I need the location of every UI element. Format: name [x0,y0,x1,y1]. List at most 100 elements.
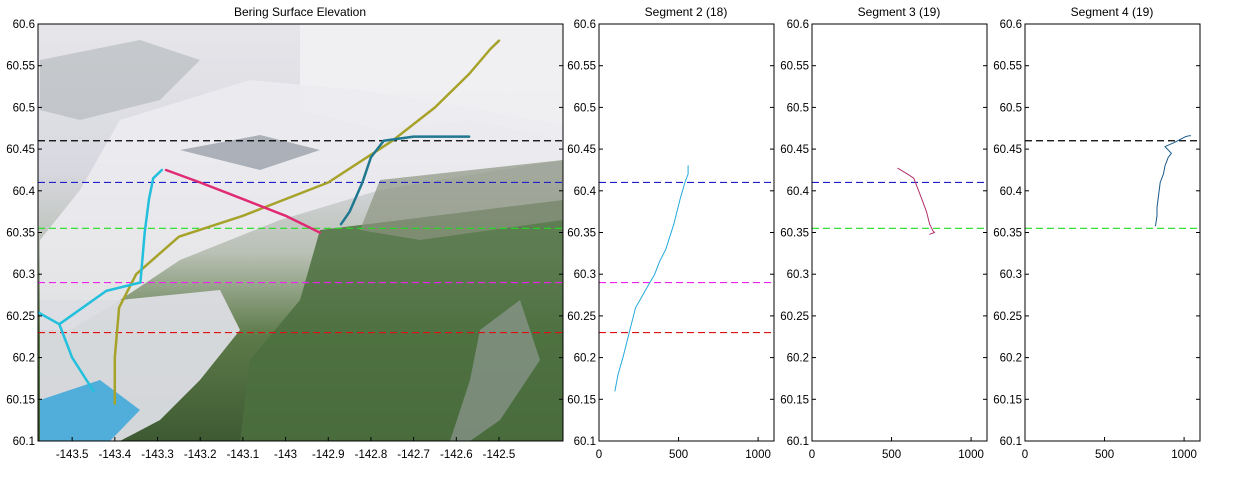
y-tick-label: 60.3 [1000,269,1022,281]
x-tick-label: -142.5 [483,449,516,461]
y-tick-label: 60.55 [6,61,35,73]
map-panel: Bering Surface Elevation 60.160.1560.260… [6,5,564,461]
x-tick-label: -143.4 [99,449,132,461]
series-line [614,165,689,392]
segment-2-frame [598,23,775,442]
x-tick-label: 0 [809,449,815,461]
y-tick-label: 60.4 [1000,186,1023,198]
segment-2-y-ticks: 60.1 60.15 60.2 60.25 60.3 60.35 60.4 60.45 60.5… [567,19,774,448]
segment-4-y-ticks: 60.1 60.15 60.2 60.25 60.3 60.35 60.4 60.45 60.5… [993,19,1200,448]
y-tick-label: 60.4 [574,186,597,198]
y-tick-label: 60.1 [13,436,35,448]
x-tick-label: -142.7 [397,449,430,461]
y-tick-label: 60.55 [567,61,596,73]
series-line [1155,135,1191,227]
series-line [339,135,471,226]
segment-3-frame [811,23,988,442]
y-tick-label: 60.3 [13,269,35,281]
y-tick-label: 60.5 [1000,102,1022,114]
segment-2-x-ticks: 0 500 1000 [596,437,771,461]
x-tick-label: 1000 [958,449,984,461]
y-tick-label: 60.1 [1000,436,1022,448]
y-tick-label: 60.2 [787,353,809,365]
x-tick-label: -143 [274,449,297,461]
x-tick-label: 0 [1022,449,1028,461]
series-line [113,39,501,405]
x-tick-label: -142.6 [440,449,473,461]
x-tick-label: -143.2 [184,449,217,461]
y-tick-label: 60.45 [993,144,1022,156]
y-tick-label: 60.3 [787,269,809,281]
y-tick-label: 60.2 [574,353,596,365]
y-tick-label: 60.1 [787,436,809,448]
y-tick-label: 60.6 [787,19,809,31]
series-line [164,168,321,234]
y-tick-label: 60.35 [780,228,809,240]
segment-4-x-ticks: 0 500 1000 [1022,437,1197,461]
y-tick-label: 60.4 [787,186,810,198]
map-title: Bering Surface Elevation [234,5,366,19]
y-tick-label: 60.25 [567,311,596,323]
y-tick-label: 60.55 [993,61,1022,73]
segment-3-profile [897,167,935,235]
y-tick-label: 60.5 [787,102,809,114]
segment-4-reference-lines [1025,140,1200,229]
y-tick-label: 60.3 [574,269,596,281]
x-tick-label: -143.1 [227,449,260,461]
y-tick-label: 60.55 [780,61,809,73]
x-tick-label: -143.5 [56,449,89,461]
segment-4-profile [1155,135,1191,227]
map-x-ticks: -143.5 -143.4 -143.3 -143.2 -143.1 -143 -142.9… [56,437,515,461]
y-tick-label: 60.5 [574,102,596,114]
segment-2-profile [614,165,689,392]
segment-2-panel: Segment 2 (18) 60.160.1560.260.2560.360.… [567,5,775,461]
y-tick-label: 60.35 [567,228,596,240]
y-tick-label: 60.15 [6,394,35,406]
x-tick-label: 1000 [745,449,771,461]
y-tick-label: 60.6 [574,19,596,31]
segment-3-reference-lines [812,181,987,229]
y-tick-label: 60.45 [780,144,809,156]
segment-4-title: Segment 4 (19) [1071,5,1154,19]
y-tick-label: 60.25 [780,311,809,323]
x-tick-label: -143.3 [141,449,174,461]
y-tick-label: 60.6 [1000,19,1022,31]
y-tick-label: 60.15 [993,394,1022,406]
x-tick-label: 0 [596,449,602,461]
segment-2-reference-lines [599,181,774,334]
segment-2-title: Segment 2 (18) [645,5,728,19]
y-tick-label: 60.45 [567,144,596,156]
x-tick-label: 500 [669,449,688,461]
map-track-lines [38,39,501,405]
y-tick-label: 60.1 [574,436,596,448]
x-tick-label: -142.9 [312,449,345,461]
y-tick-label: 60.45 [6,144,35,156]
y-tick-label: 60.5 [13,102,35,114]
series-line [897,167,935,235]
segment-4-frame [1024,23,1201,442]
x-tick-label: 1000 [1171,449,1197,461]
y-tick-label: 60.2 [13,353,35,365]
y-tick-label: 60.15 [567,394,596,406]
y-tick-label: 60.25 [6,311,35,323]
x-tick-label: -142.8 [355,449,388,461]
y-tick-label: 60.35 [993,228,1022,240]
segment-3-title: Segment 3 (19) [858,5,941,19]
x-tick-label: 500 [1095,449,1114,461]
segment-3-panel: Segment 3 (19) 60.160.1560.260.2560.360.… [780,5,988,461]
map-y-ticks: 60.1 60.15 60.2 60.25 60.3 60.35 60.4 60.45 60.5… [6,19,563,448]
satellite-background [38,24,563,441]
y-tick-label: 60.15 [780,394,809,406]
series-line [58,168,164,393]
segment-4-panel: Segment 4 (19) 60.160.1560.260.2560.360.… [993,5,1201,461]
segment-3-y-ticks: 60.1 60.15 60.2 60.25 60.3 60.35 60.4 60.45 60.5… [780,19,987,448]
series-line [38,310,61,326]
y-tick-label: 60.35 [6,228,35,240]
y-tick-label: 60.6 [13,19,35,31]
y-tick-label: 60.4 [13,186,36,198]
y-tick-label: 60.25 [993,311,1022,323]
x-tick-label: 500 [882,449,901,461]
y-tick-label: 60.2 [1000,353,1022,365]
segment-3-x-ticks: 0 500 1000 [809,437,984,461]
